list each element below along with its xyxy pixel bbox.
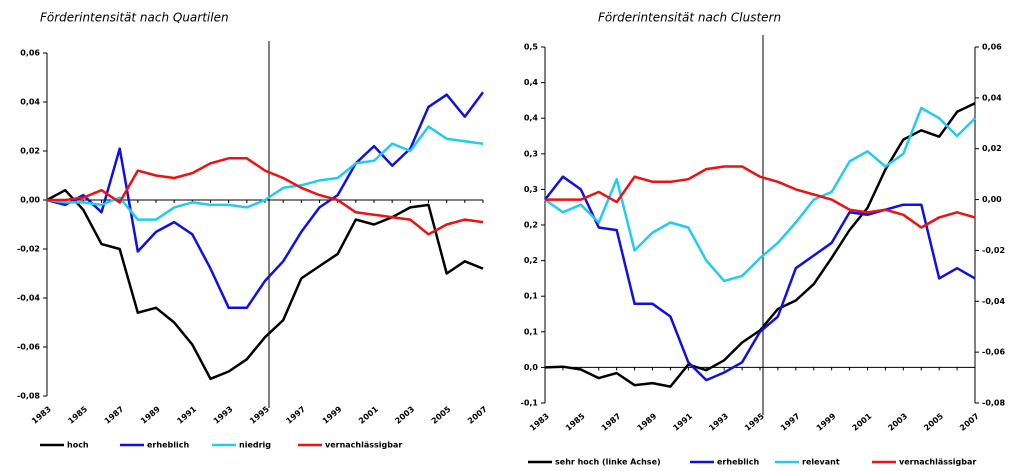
y2-tick-label: 0,02 [982,144,1002,153]
legend-label: erheblich [147,441,189,450]
legend-label: erheblich [717,458,759,467]
series-line [46,91,485,310]
y2-tick-label: -0,04 [982,297,1005,306]
y-tick-label: 0,2 [524,256,538,265]
y-tick-label: -0,06 [17,343,40,352]
y-tick-label: 0,3 [524,185,538,194]
legend-label: sehr hoch (linke Achse) [555,458,661,467]
y-tick-label: -0,02 [17,245,40,254]
y-tick-label: 0,00 [20,196,40,205]
y2-tick-label: 0,04 [982,93,1002,102]
y-tick-label: 0,4 [524,78,539,87]
y-tick-label: -0,08 [17,392,40,401]
series-line [544,106,976,283]
y-tick-label: 0,5 [524,43,539,52]
y-tick-label: 0,04 [20,98,40,107]
y2-tick-label: 0,06 [982,43,1002,52]
chart-title: Förderintensität nach Clustern [598,11,781,25]
chart-title: Förderintensität nach Quartilen [40,11,229,25]
y-tick-label: 0,02 [20,147,40,156]
series-line [46,188,484,381]
y-tick-label: -0,04 [17,294,40,303]
series-line [544,175,976,382]
legend-label: hoch [67,441,89,450]
y-tick-label: 0,2 [524,221,538,230]
series-line [46,125,484,221]
y-tick-label: 0,1 [524,327,539,336]
y-tick-label: -0,1 [521,399,539,408]
series-line [47,157,484,236]
y-tick-label: 0,1 [524,292,539,301]
series-line [545,165,976,229]
y-tick-label: 0,06 [20,49,40,58]
y2-tick-label: 0,00 [982,195,1002,204]
legend-label: vernachlässigbar [325,441,402,450]
y-tick-label: 0,0 [524,363,539,372]
y2-tick-label: -0,08 [982,399,1005,408]
legend-label: relevant [802,458,840,467]
y-tick-label: 0,3 [524,149,538,158]
legend-label: vernachlässigbar [899,458,976,467]
legend-label: niedrig [239,441,271,450]
y-tick-label: 0,4 [524,114,539,123]
y2-tick-label: -0,02 [982,246,1005,255]
y2-tick-label: -0,06 [982,348,1005,357]
